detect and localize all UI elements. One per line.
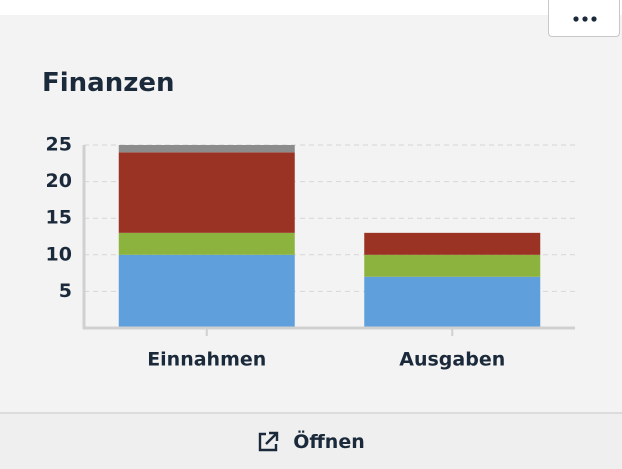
open-label: Öffnen [293,430,365,453]
more-button[interactable] [548,0,620,37]
bar-segment [118,254,295,328]
y-tick-label: 20 [46,170,72,192]
x-tick-label: Ausgaben [399,349,505,371]
y-tick-label: 25 [46,134,72,156]
card-title: Finanzen [42,68,175,98]
y-tick-label: 10 [46,243,72,265]
chart: 5 10 15 20 25 Einnahmen Ausgaben [46,134,575,371]
x-tick-label: Einnahmen [147,349,266,371]
y-tick-label: 15 [46,207,72,229]
bar-segment [118,152,295,233]
bar-segment [118,232,295,255]
more-icon [573,16,597,22]
open-button[interactable]: Öffnen [0,412,622,469]
bar-segment [364,232,541,255]
bar-segment [364,276,541,328]
bar-segment [118,145,295,153]
open-icon [259,431,279,451]
y-tick-label: 5 [59,280,72,302]
bar-segment [364,254,541,277]
